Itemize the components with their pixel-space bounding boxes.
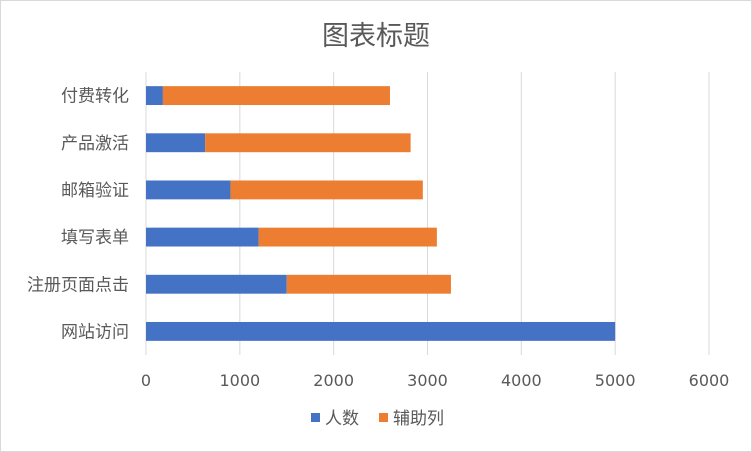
bar-helper [258,227,437,247]
legend-label: 辅助列 [393,409,444,429]
category-label: 填写表单 [61,228,129,248]
bars [146,86,616,341]
category-label: 邮箱验证 [61,181,129,201]
x-tick-label: 4000 [501,371,542,390]
bar-helper [230,180,423,200]
x-tick-label: 3000 [407,371,448,390]
x-tick-label: 1000 [219,371,260,390]
bar-people [146,227,259,247]
bar-helper [162,86,390,106]
x-tick-label: 5000 [595,371,636,390]
x-tick-label: 2000 [313,371,354,390]
legend: 人数 辅助列 [311,409,444,429]
chart-title: 图表标题 [322,21,430,52]
bar-people [146,180,231,200]
bar-people [146,86,163,106]
x-tick-label: 0 [141,371,151,390]
bar-people [146,274,287,294]
category-label: 网站访问 [61,322,129,342]
x-tick-label: 6000 [689,371,730,390]
bar-people [146,321,616,341]
category-label: 注册页面点击 [27,275,129,295]
category-label: 付费转化 [61,87,129,107]
legend-label: 人数 [325,409,359,429]
category-label: 产品激活 [61,134,129,154]
category-labels: 网站访问 注册页面点击 填写表单 邮箱验证 产品激活 付费转化 [27,87,129,343]
legend-swatch [379,413,388,422]
legend-swatch [311,413,320,422]
gridlines [145,72,710,355]
bar-helper [205,133,411,153]
bar-people [146,133,206,153]
bar-helper [286,274,451,294]
x-axis-tick-labels: 0 1000 2000 3000 4000 5000 6000 [141,371,729,390]
